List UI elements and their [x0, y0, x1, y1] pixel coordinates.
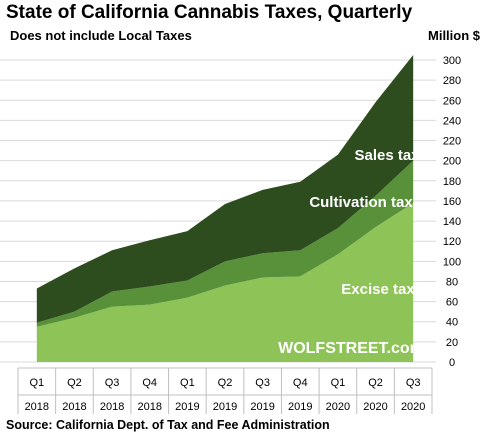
- y-tick-label: 120: [443, 236, 461, 248]
- x-tick-quarter: Q1: [331, 377, 346, 389]
- series-label-cultivation: Cultivation tax: [309, 194, 413, 211]
- chart-title: State of California Cannabis Taxes, Quar…: [6, 2, 413, 23]
- y-tick-label: 220: [443, 136, 461, 148]
- watermark: WOLFSTREET.com: [278, 340, 424, 357]
- series-label-sales: Sales tax: [354, 147, 420, 164]
- x-tick-quarter: Q4: [293, 377, 308, 389]
- y-tick-label: 240: [443, 115, 461, 127]
- y-tick-label: 0: [449, 357, 455, 369]
- x-tick-quarter: Q2: [67, 377, 82, 389]
- x-axis: Q1 2018 Q2 2018 Q3 2018 Q4 2018 Q1 2019 Q2 2019 Q3 20…: [17, 367, 433, 414]
- x-tick-quarter: Q1: [29, 377, 44, 389]
- x-tick-year: 2019: [288, 401, 312, 413]
- y-tick-label: 40: [446, 317, 458, 329]
- area-sales: [36, 54, 414, 323]
- x-tick-quarter: Q1: [180, 377, 195, 389]
- x-tick-quarter: Q3: [406, 377, 421, 389]
- y-tick-label: 160: [443, 196, 461, 208]
- x-tick-year: 2018: [100, 401, 124, 413]
- x-tick-year: 2018: [25, 401, 49, 413]
- y-tick-label: 280: [443, 75, 461, 87]
- x-tick-year: 2018: [137, 401, 161, 413]
- x-tick-quarter: Q3: [105, 377, 120, 389]
- source-note: Source: California Dept. of Tax and Fee …: [6, 418, 330, 432]
- x-tick-year: 2020: [401, 401, 425, 413]
- y-tick-label: 100: [443, 256, 461, 268]
- x-tick-year: 2019: [250, 401, 274, 413]
- stacked-areas: [36, 54, 414, 362]
- y-tick-label: 260: [443, 95, 461, 107]
- y-tick-label: 140: [443, 216, 461, 228]
- series-label-excise: Excise tax: [341, 281, 415, 298]
- y-tick-label: 60: [446, 297, 458, 309]
- y-tick-label: 300: [443, 55, 461, 67]
- x-tick-quarter: Q2: [218, 377, 233, 389]
- x-tick-year: 2020: [363, 401, 387, 413]
- x-tick-year: 2019: [213, 401, 237, 413]
- x-tick-year: 2018: [62, 401, 86, 413]
- x-tick-quarter: Q3: [255, 377, 270, 389]
- y-axis: 0 20 40 60 80 100 120 140 160 180 200 220 240 260 280 3…: [443, 55, 461, 369]
- x-tick-year: 2020: [326, 401, 350, 413]
- area-excise: [36, 202, 414, 362]
- unit-label: Million $: [428, 28, 480, 43]
- x-tick-quarter: Q2: [368, 377, 383, 389]
- area-cultivation: [36, 160, 414, 327]
- series-labels: Sales tax Cultivation tax Excise tax WOL…: [278, 147, 424, 357]
- y-tick-label: 80: [446, 276, 458, 288]
- x-tick-quarter: Q4: [142, 377, 157, 389]
- y-tick-label: 180: [443, 176, 461, 188]
- y-tick-label: 20: [446, 337, 458, 349]
- y-tick-label: 200: [443, 156, 461, 168]
- x-tick-year: 2019: [175, 401, 199, 413]
- chart-subtitle: Does not include Local Taxes: [10, 28, 192, 43]
